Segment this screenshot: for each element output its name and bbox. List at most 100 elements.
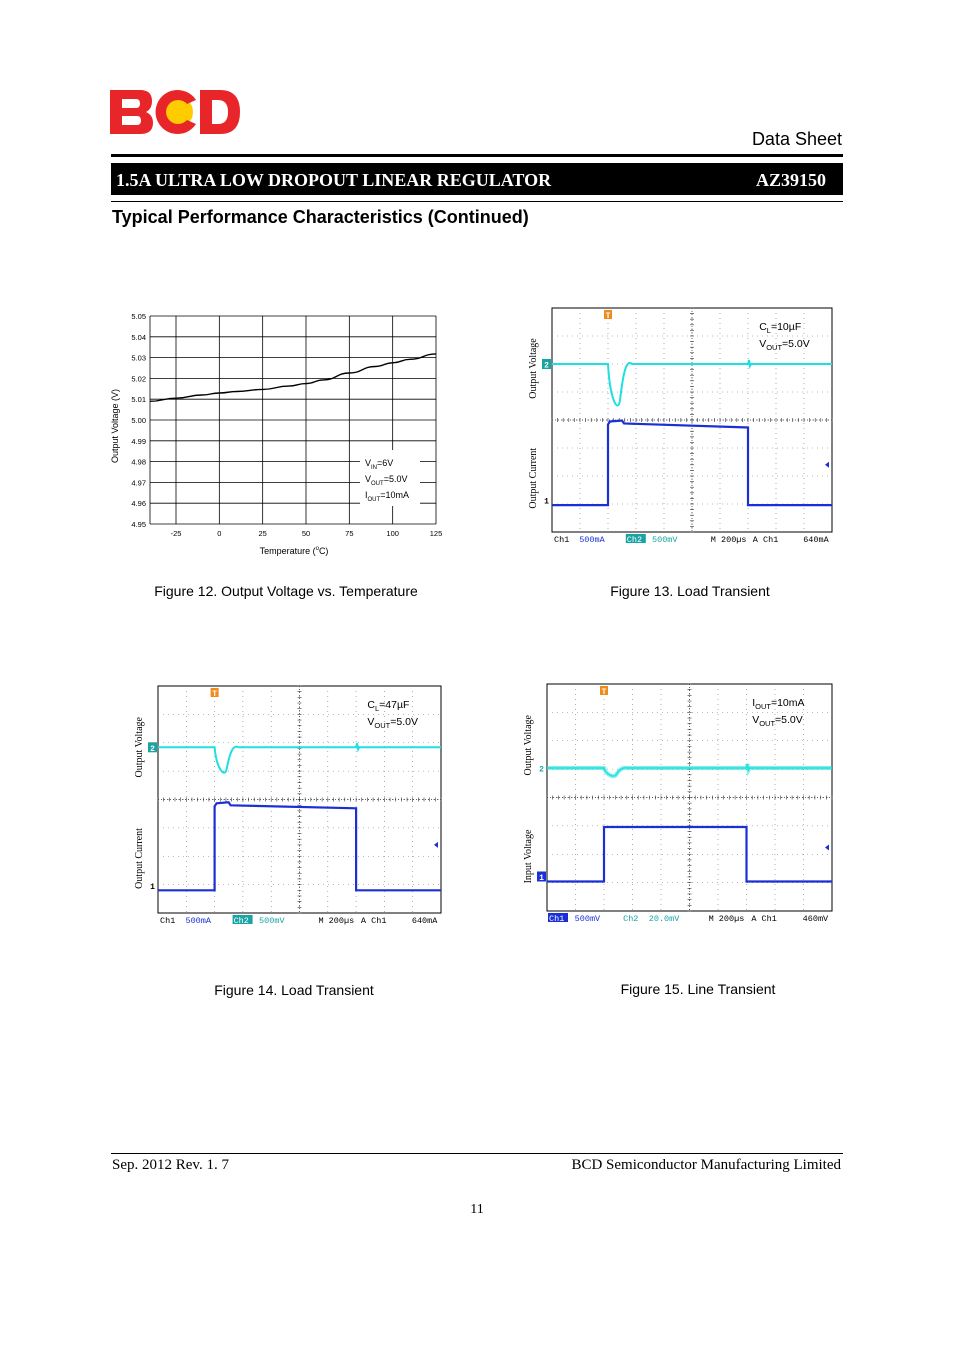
ch2-marker-box bbox=[148, 742, 157, 753]
status-ch2-box bbox=[232, 915, 253, 924]
ch1-marker: 1 bbox=[537, 871, 546, 883]
status-timebase: M 200µs bbox=[318, 916, 354, 926]
status-ch1-scale: 500mA bbox=[579, 535, 605, 545]
scope-annotation: VOUT=5.0V bbox=[367, 716, 418, 730]
status-bar-background bbox=[547, 912, 832, 923]
y-tick-labels: 4.95 4.96 4.97 4.98 4.99 5.00 5.01 5.02 5.03 5.04… bbox=[131, 312, 146, 529]
figure-13-caption: Figure 13. Load Transient bbox=[610, 583, 770, 599]
x-tick-label: 125 bbox=[430, 529, 443, 538]
status-bar-background bbox=[552, 533, 832, 544]
trigger-marker-box bbox=[600, 686, 608, 695]
annotation-vin: VIN=6V bbox=[365, 458, 393, 471]
status-trigger-level: 640mA bbox=[803, 535, 829, 545]
footer-date-rev: Sep. 2012 Rev. 1. 7 bbox=[112, 1157, 229, 1173]
figure-13-scope: T 2 1 CL=10µF VOUT=5.0V Output Voltage Output … bbox=[522, 302, 838, 553]
ch1-marker: 1 bbox=[148, 880, 157, 892]
section-title: Typical Performance Characteristics (Con… bbox=[112, 207, 529, 227]
upper-trace-label: Output Voltage bbox=[523, 714, 534, 775]
y-axis-label: Output Voltage (V) bbox=[110, 389, 120, 463]
status-ch1: Ch1 bbox=[549, 914, 564, 924]
status-trigger-source: A Ch1 bbox=[751, 914, 777, 924]
trigger-marker: T bbox=[210, 688, 219, 699]
figure-14-scope: T 2 1 CL=47µF VOUT=5.0V Output Voltage Output … bbox=[128, 681, 444, 932]
status-ch2-scale: 500mV bbox=[652, 535, 678, 545]
trigger-marker: T bbox=[600, 686, 608, 697]
lower-trace-label: Output Current bbox=[134, 828, 145, 889]
y-tick-label: 4.97 bbox=[131, 478, 146, 487]
scope-graticule bbox=[546, 683, 833, 912]
x-tick-label: 50 bbox=[302, 529, 310, 538]
y-tick-label: 5.03 bbox=[131, 354, 146, 363]
footer-rule bbox=[111, 1153, 843, 1154]
y-tick-label: 5.04 bbox=[131, 333, 146, 342]
trigger-marker-label: T bbox=[606, 312, 611, 321]
y-tick-label: 5.01 bbox=[131, 395, 146, 404]
page-number: 11 bbox=[470, 1202, 484, 1217]
ch1-marker: 1 bbox=[542, 495, 551, 507]
status-ch2-scale: 500mV bbox=[259, 916, 285, 926]
ch2-marker-box bbox=[542, 359, 551, 369]
scope-graticule bbox=[157, 685, 442, 914]
ch1-marker-box bbox=[542, 495, 551, 506]
chart-output-voltage-vs-temperature: 4.95 4.96 4.97 4.98 4.99 5.00 5.01 5.02 5.03 5.04… bbox=[110, 312, 443, 556]
x-tick-label: 0 bbox=[217, 529, 221, 538]
ch1-trace bbox=[158, 801, 441, 892]
status-ch1-box bbox=[548, 913, 568, 922]
trigger-marker-box bbox=[604, 310, 612, 319]
status-ch2: Ch2 bbox=[627, 535, 642, 545]
ch2-marker: 2 bbox=[537, 762, 546, 774]
trigger-marker-box bbox=[210, 688, 219, 697]
series-line bbox=[149, 353, 437, 402]
trigger-marker: T bbox=[604, 310, 612, 321]
figure-12-caption: Figure 12. Output Voltage vs. Temperatur… bbox=[154, 583, 418, 599]
y-tick-label: 4.98 bbox=[131, 458, 146, 467]
ch2-marker: 2 bbox=[148, 742, 157, 754]
oscilloscope-load-transient-10uF: T 2 1 CL=10µF VOUT=5.0V Output Voltage Output … bbox=[528, 307, 833, 545]
lower-trace-label: Output Current bbox=[528, 448, 539, 509]
trigger-level-arrow bbox=[825, 844, 829, 851]
oscilloscope-line-transient: T 2 1 IOUT=10mA VOUT=5.0V Output Voltage Input… bbox=[523, 683, 833, 924]
y-tick-label: 4.96 bbox=[131, 499, 146, 508]
y-tick-label: 5.00 bbox=[131, 416, 146, 425]
status-timebase: M 200µs bbox=[709, 914, 745, 924]
trigger-marker-label: T bbox=[602, 688, 607, 697]
ch1-marker-label: 1 bbox=[539, 874, 544, 883]
ch2-marker-label: 2 bbox=[150, 745, 155, 754]
status-ch2-box bbox=[625, 534, 646, 543]
scope-annotation: CL=47µF bbox=[367, 699, 409, 713]
y-tick-label: 4.99 bbox=[131, 437, 146, 446]
ch1-trace bbox=[552, 419, 832, 507]
lower-trace-label: Input Voltage bbox=[523, 829, 534, 883]
footer-company: BCD Semiconductor Manufacturing Limited bbox=[571, 1157, 841, 1173]
ch2-marker: 2 bbox=[542, 359, 551, 371]
x-axis-label: Temperature (oC) bbox=[260, 546, 329, 556]
figure-15-scope: T 2 1 IOUT=10mA VOUT=5.0V Output Voltage Input… bbox=[517, 679, 837, 932]
x-tick-label: 100 bbox=[386, 529, 399, 538]
status-trigger-level: 460mV bbox=[803, 914, 829, 924]
status-bar-background bbox=[158, 914, 441, 925]
scope-status-bar: Ch1 500mA Ch2 500mV M 200µs A Ch1 640mA bbox=[552, 533, 832, 545]
status-ch1: Ch1 bbox=[554, 535, 569, 545]
scope-annotation: IOUT=10mA bbox=[752, 697, 804, 711]
figure-14-caption: Figure 14. Load Transient bbox=[214, 982, 374, 998]
status-ch2: Ch2 bbox=[234, 916, 249, 926]
scope-annotation: VOUT=5.0V bbox=[752, 714, 803, 728]
scope-annotation: CL=10µF bbox=[759, 321, 801, 335]
upper-trace-label: Output Voltage bbox=[528, 338, 539, 399]
status-ch1-scale: 500mA bbox=[185, 916, 211, 926]
trigger-marker-label: T bbox=[212, 690, 217, 699]
doc-type: Data Sheet bbox=[751, 129, 842, 149]
status-ch2: Ch2 bbox=[623, 914, 638, 924]
header-rule bbox=[111, 154, 843, 157]
x-tick-labels: -25 0 25 50 75 100 125 bbox=[171, 529, 443, 538]
ch1-marker-label: 1 bbox=[544, 498, 549, 507]
x-tick-label: -25 bbox=[171, 529, 182, 538]
scope-status-bar: Ch1 500mA Ch2 500mV M 200µs A Ch1 640mA bbox=[158, 914, 441, 926]
legend-box bbox=[360, 450, 420, 506]
status-ch1-scale: 500mV bbox=[575, 914, 601, 924]
ch1-marker-box bbox=[537, 871, 546, 882]
y-tick-label: 5.02 bbox=[131, 374, 146, 383]
ch2-trace bbox=[158, 743, 441, 774]
scope-status-bar: Ch1 500mV Ch2 20.0mV M 200µs A Ch1 460mV bbox=[547, 912, 832, 924]
ch2-marker-label: 2 bbox=[544, 362, 549, 371]
